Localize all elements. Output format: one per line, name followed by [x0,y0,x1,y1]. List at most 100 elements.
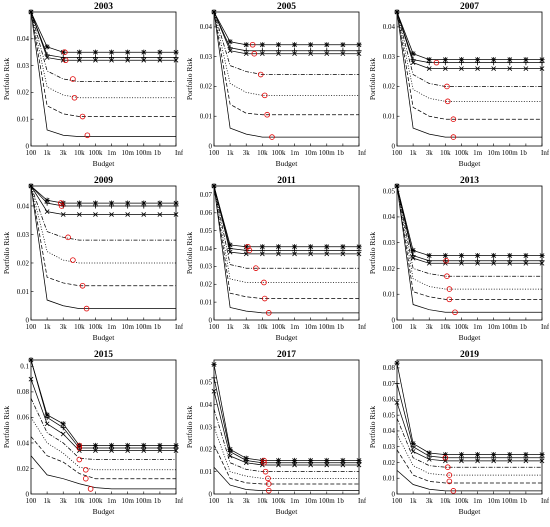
point-marker-cross [356,51,362,57]
optimum-marker [262,468,269,475]
y-tick-label: 0.02 [383,459,396,467]
x-tick-label: 100m [502,149,519,157]
optimum-marker [446,296,453,303]
y-tick-label: 0.02 [17,465,30,473]
point-marker-plus [356,48,362,54]
plot-frame [30,185,177,321]
series-line-dashed [396,11,542,120]
y-tick-label: 0 [392,142,396,150]
series-line-solid [213,466,359,492]
point-marker-plus [157,54,163,61]
x-tick-label: 10m [121,323,134,331]
point-marker-plus [259,48,265,54]
series-line-asterisk [396,363,542,455]
point-marker-cross [308,51,314,57]
chart-panel-7: 2017 0.01 0.02 0.03 0.04 0.05 0 100 1k 3k 10k 100k 1… [183,348,367,522]
series-line-asterisk [213,364,359,461]
series-line-dashed [396,185,542,300]
optimum-markers [442,454,457,494]
point-marker-cross [44,55,50,60]
point-marker-plus [76,54,82,61]
point-marker-plus [173,54,179,61]
point-marker-asterisk [458,252,465,259]
x-tick-label: 3k [243,497,251,505]
point-marker-plus [523,60,529,66]
series-line-plus [213,185,359,251]
point-marker-plus [474,455,481,461]
x-tick-label: 10k [440,497,451,505]
point-marker-plus [324,48,330,54]
series-line-solid [30,185,176,309]
x-tick-label: 100 [209,497,220,505]
optimum-marker [446,478,453,485]
plot-frame [213,359,360,495]
y-tick-label: 0.03 [383,53,396,61]
point-marker-cross [243,251,249,257]
y-tick-label: 0.04 [200,23,213,31]
series-line-plus [30,11,176,58]
optimum-marker [76,442,83,449]
optimum-marker [264,111,270,118]
point-marker-plus [141,445,147,451]
point-marker-plus [108,445,115,451]
point-marker-plus [227,45,233,51]
point-marker-plus [259,247,265,253]
point-marker-plus [141,203,147,209]
x-tick-label: 1m [290,323,300,331]
y-axis-label: Portfolio Risk [2,406,11,449]
series-line-asterisk [30,359,176,446]
y-tick-label: 0.01 [383,113,396,121]
point-marker-asterisk [458,451,465,458]
point-marker-plus [157,203,163,209]
point-marker-cross [459,260,464,266]
point-marker-plus [491,258,497,264]
point-marker-plus [458,258,465,264]
optimum-markers [62,49,91,139]
point-marker-cross [60,431,66,437]
optimum-marker [442,454,449,461]
point-marker-cross [141,57,147,63]
optimum-marker [450,488,457,494]
point-marker-cross [426,456,432,462]
point-marker-asterisk [491,252,497,259]
x-tick-label: 1b [520,323,528,331]
x-tick-label: 1m [107,497,117,505]
y-tick-label: 0.03 [17,231,30,239]
plot-frame [30,11,177,147]
optimum-marker [265,481,272,487]
point-marker-asterisk [507,451,513,458]
point-marker-cross [211,388,217,394]
series-line-dashed [30,436,176,480]
point-marker-plus [275,48,282,54]
optimum-marker [70,257,76,263]
optimum-marker [261,92,268,99]
point-marker-cross [340,462,346,468]
y-tick-label: 0.1 [20,363,29,371]
series-line-dashdot [213,409,359,473]
y-tick-label: 0.02 [200,281,213,289]
y-tick-label: 0.01 [200,468,213,476]
y-tick-label: 0.02 [383,83,396,91]
point-marker-cross [93,212,98,217]
y-tick-label: 0.02 [383,265,396,273]
x-axis-label: Budget [459,159,482,168]
optimum-marker [265,310,272,316]
plot-frame [213,11,360,147]
x-tick-label: 10m [121,149,134,157]
point-marker-cross [475,260,480,266]
x-tick-label: Inf [541,323,549,331]
point-marker-plus [324,247,330,253]
point-marker-asterisk [76,49,82,55]
x-tick-label: 3k [243,149,251,157]
x-tick-label: Inf [175,149,183,157]
x-tick-label: 3k [60,149,68,157]
point-marker-plus [125,445,131,451]
x-tick-label: 1b [337,323,345,331]
optimum-marker [261,457,267,464]
optimum-marker [84,132,91,139]
y-axis-label: Portfolio Risk [185,232,194,275]
x-tick-label: 3k [426,149,434,157]
chart-title: 2015 [94,350,113,360]
y-tick-label: 0.07 [383,380,396,388]
